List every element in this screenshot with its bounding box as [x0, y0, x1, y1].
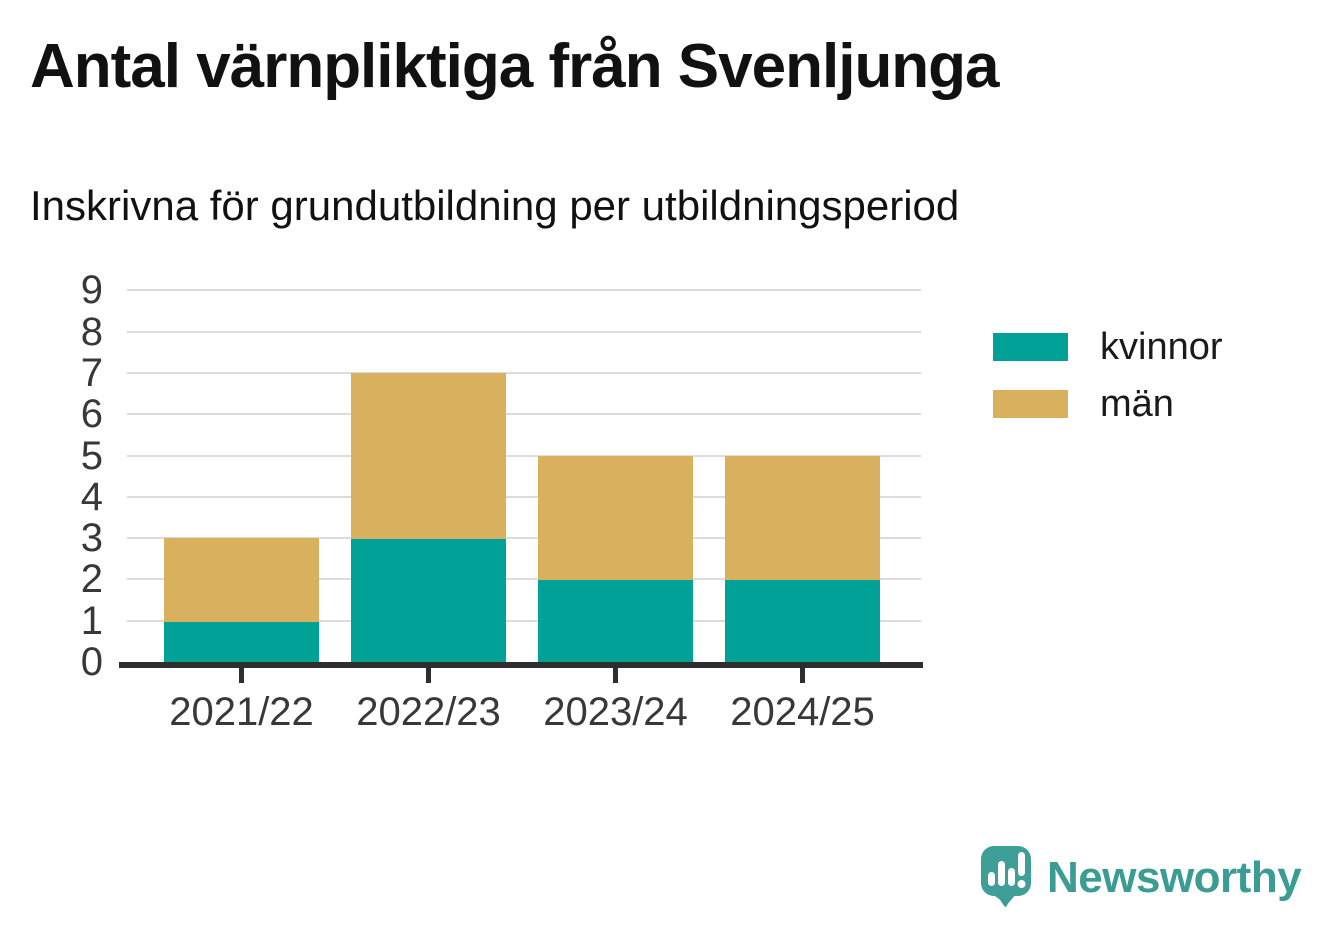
legend-item-man: män	[993, 383, 1223, 425]
newsworthy-bubble-icon	[981, 846, 1031, 907]
bar-segment-kvinnor-2022/23	[351, 538, 506, 663]
bar-segment-män-2021/22	[164, 538, 319, 622]
legend: kvinnor män	[993, 326, 1223, 440]
x-tick-label-2023/24: 2023/24	[543, 690, 688, 734]
legend-swatch-kvinnor	[993, 333, 1068, 361]
x-tick-label-2021/22: 2021/22	[169, 690, 314, 734]
gridline-8	[127, 330, 921, 333]
gridline-3	[127, 537, 921, 540]
gridline-6	[127, 413, 921, 416]
x-tick-2024/25	[800, 668, 805, 683]
bar-segment-män-2023/24	[538, 455, 693, 581]
bar-segment-kvinnor-2021/22	[164, 620, 319, 663]
y-tick-label-0: 0	[80, 640, 103, 684]
legend-label-kvinnor: kvinnor	[1100, 325, 1223, 368]
x-tick-label-2022/23: 2022/23	[356, 690, 501, 734]
y-tick-label-6: 6	[80, 392, 103, 437]
gridline-7	[127, 371, 921, 374]
gridline-9	[127, 289, 921, 292]
gridline-2	[127, 578, 921, 581]
bar-segment-män-2022/23	[351, 372, 506, 540]
y-tick-label-4: 4	[80, 474, 103, 519]
x-tick-label-2024/25: 2024/25	[730, 690, 875, 734]
chart-subtitle: Inskrivna för grundutbildning per utbild…	[30, 182, 960, 229]
x-tick-2021/22	[239, 668, 244, 683]
legend-label-man: män	[1100, 382, 1174, 425]
y-tick-label-5: 5	[80, 433, 103, 478]
x-tick-2023/24	[613, 668, 618, 683]
bar-segment-kvinnor-2023/24	[538, 579, 693, 663]
x-tick-2022/23	[426, 668, 431, 683]
legend-swatch-man	[993, 390, 1068, 418]
newsworthy-logo: Newsworthy	[978, 844, 1302, 912]
y-tick-label-9: 9	[80, 268, 103, 313]
gridline-5	[127, 454, 921, 457]
y-tick-label-7: 7	[80, 350, 103, 395]
legend-item-kvinnor: kvinnor	[993, 326, 1223, 368]
gridline-1	[127, 619, 921, 622]
y-tick-label-1: 1	[80, 598, 103, 643]
chart-title: Antal värnpliktiga från Svenljunga	[30, 32, 1000, 101]
newsworthy-logo-text: Newsworthy	[1047, 853, 1302, 902]
y-tick-label-2: 2	[80, 557, 103, 602]
y-tick-label-8: 8	[80, 309, 103, 354]
y-tick-label-3: 3	[80, 516, 103, 561]
bar-segment-män-2024/25	[725, 455, 880, 581]
x-axis-line	[119, 662, 923, 668]
bar-segment-kvinnor-2024/25	[725, 579, 880, 663]
gridline-4	[127, 495, 921, 498]
